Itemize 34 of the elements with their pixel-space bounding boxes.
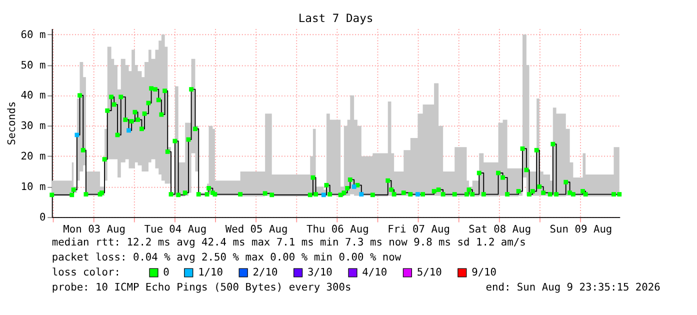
legend-label: 5/10 (416, 266, 442, 279)
x-tick-label: Sat 08 Aug (468, 224, 532, 236)
text: end: Sun Aug 9 23:35:15 2026 (486, 282, 660, 294)
y-axis-title: Seconds (6, 101, 18, 146)
legend-label: 3/10 (307, 266, 332, 279)
y-tick-label: 10 m (20, 180, 46, 193)
x-tick-label: Fri 07 Aug (388, 224, 450, 236)
point (352, 184, 356, 189)
x-tick-label: Wed 05 Aug (225, 224, 288, 236)
point (359, 192, 364, 196)
point (416, 192, 420, 196)
legend-label: 9/10 (472, 266, 497, 279)
y-tick-label: 50 m (20, 59, 46, 72)
y-tick-label: 60 m (20, 28, 46, 41)
x-tick-label: Thu 06 Aug (306, 224, 369, 236)
y-tick-label: 20 m (20, 150, 46, 163)
chart-title: Last 7 Days (298, 12, 374, 25)
legend-label: 2/10 (252, 266, 278, 279)
text: packet loss: 0.04 % avg 2.50 % max 0.00 % min 0.00 % now (52, 251, 402, 264)
legend-title: loss color: (52, 266, 120, 279)
text: probe: 10 ICMP Echo Pings (500 Bytes) every 300s (52, 282, 352, 294)
y-tick-label: 0 (39, 211, 46, 224)
legend-label: 4/10 (362, 266, 388, 279)
x-tick-label: Sun 09 Aug (550, 224, 612, 236)
y-tick-label: 30 m (20, 120, 46, 132)
legend-label: 1/10 (198, 266, 224, 279)
point (321, 192, 326, 198)
x-tick-label: Mon 03 Aug (63, 224, 126, 236)
y-tick-label: 40 m (20, 90, 46, 102)
point (74, 132, 80, 138)
text: median rtt: 12.2 ms avg 42.4 ms max 7.1 ms min 7.3 ms now 9.8 ms sd 1.2 am/s (52, 236, 526, 248)
x-tick-label: Tue 04 Aug (144, 224, 207, 236)
legend-label: 0 (163, 266, 170, 279)
point (126, 128, 131, 133)
